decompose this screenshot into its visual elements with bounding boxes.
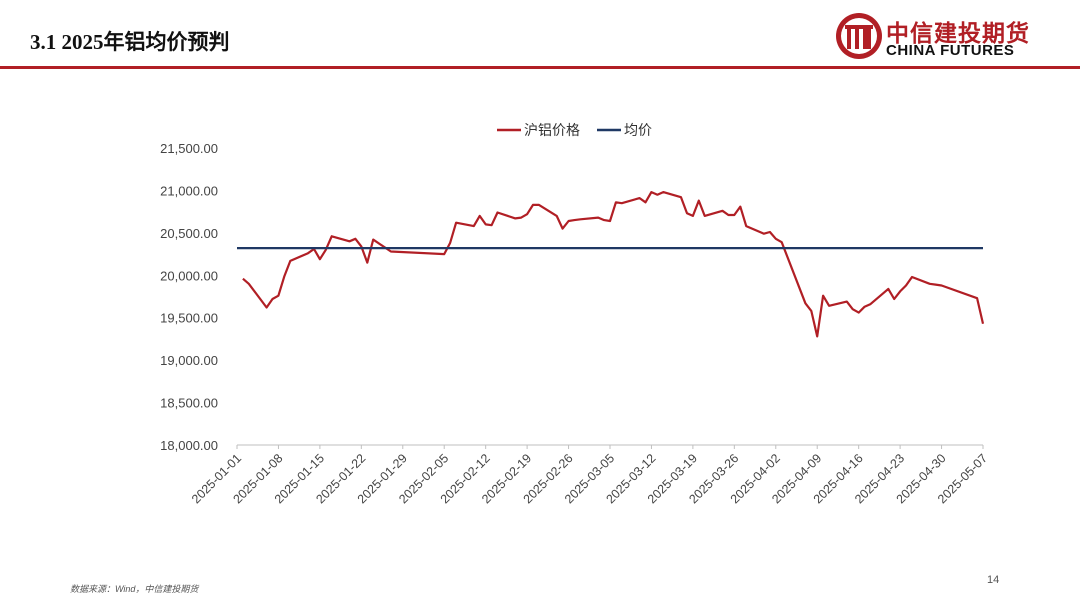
- header-divider: [0, 66, 1080, 69]
- company-logo: 中信建投期货 CHINA FUTURES: [834, 10, 1044, 62]
- logo-name-en: CHINA FUTURES: [886, 42, 1015, 59]
- data-source-note: 数据来源：Wind，中信建投期货: [70, 584, 199, 594]
- y-tick-label: 19,500.00: [160, 311, 218, 326]
- y-tick-label: 18,000.00: [160, 438, 218, 453]
- y-tick-label: 19,000.00: [160, 353, 218, 368]
- legend-label: 均价: [624, 123, 652, 139]
- y-tick-label: 20,000.00: [160, 268, 218, 283]
- citic-logo-icon: [836, 13, 882, 59]
- y-tick-label: 18,500.00: [160, 396, 218, 411]
- legend-label: 沪铝价格: [524, 123, 580, 139]
- page-title: 3.1 2025年铝均价预判: [30, 30, 230, 54]
- logo-name-cn: 中信建投期货: [886, 21, 1030, 47]
- series-line-price: [242, 191, 985, 338]
- y-tick-label: 21,500.00: [160, 141, 218, 156]
- y-tick-label: 21,000.00: [160, 183, 218, 198]
- y-tick-label: 20,500.00: [160, 226, 218, 241]
- price-chart: 18,000.00 18,500.00 19,000.00 19,500.00 20,0…: [160, 123, 990, 506]
- page-number: 14: [987, 574, 1000, 586]
